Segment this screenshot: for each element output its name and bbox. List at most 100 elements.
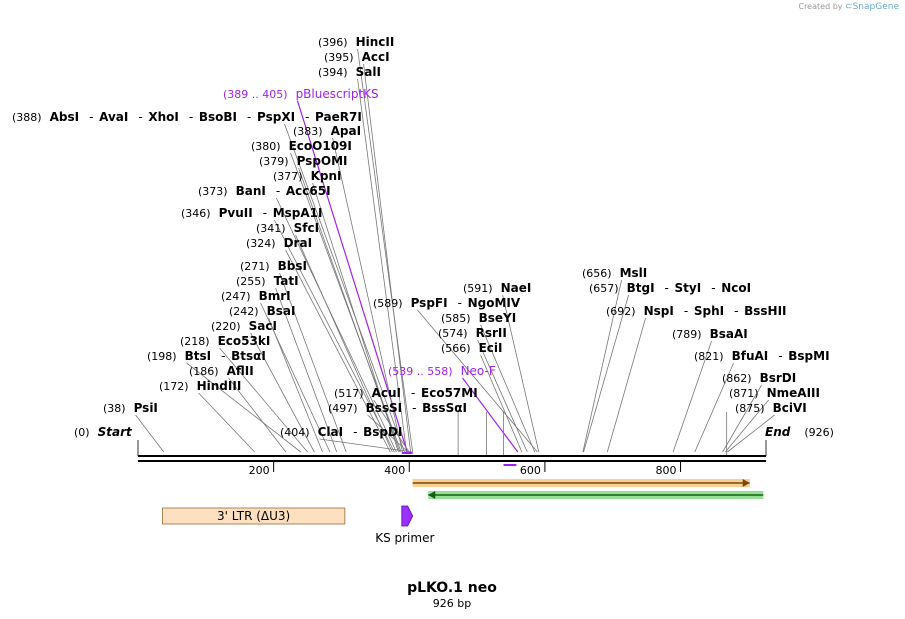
site-name: BspMI [788, 349, 829, 363]
site-position: (585) [441, 312, 471, 325]
feature-ks-primer[interactable] [401, 505, 414, 527]
site-label: (373) BanI - Acc65I [198, 184, 331, 198]
leader-line [363, 63, 412, 453]
orf-arrowhead-icon [742, 479, 750, 487]
site-label: (242) BsaI [229, 304, 295, 318]
credit-prefix: Created by [798, 2, 843, 11]
site-position: (692) [606, 305, 636, 318]
site-name: RsrII [476, 326, 507, 340]
site-name: SphI [694, 304, 724, 318]
site-position: (591) [463, 282, 493, 295]
leader-line [722, 384, 762, 453]
site-name: PaeR7I [315, 110, 362, 124]
site-position: (589) [373, 297, 403, 310]
site-name: PvuII [219, 206, 253, 220]
site-label: (271) BbsI [240, 259, 307, 273]
site-label: (821) BfuAI - BspMI [694, 349, 830, 363]
feature-ltr[interactable] [162, 507, 346, 525]
name-separator: - [734, 304, 738, 318]
site-label: (656) MslI [582, 266, 647, 280]
site-position: (574) [438, 327, 468, 340]
leader-line [296, 100, 408, 453]
site-name: PspOMI [297, 154, 348, 168]
leader-line [606, 317, 646, 453]
site-name: AccI [362, 50, 390, 64]
name-separator: - [411, 386, 415, 400]
site-position: (324) [246, 237, 276, 250]
site-label: (346) PvuII - MspA1I [181, 206, 322, 220]
name-separator: - [305, 110, 309, 124]
leader-line [367, 414, 409, 453]
site-name: End [765, 425, 791, 439]
site-position: (517) [334, 387, 364, 400]
site-position: (404) [280, 426, 310, 439]
site-name: Eco57MI [421, 386, 478, 400]
site-name: AvaI [99, 110, 128, 124]
ruler-ticks: 200 400 600 800 [249, 452, 682, 477]
site-name: NcoI [721, 281, 751, 295]
leader-line [477, 339, 528, 453]
leader-lines [135, 48, 775, 456]
leader-line [694, 362, 734, 453]
site-position: (497) [328, 402, 358, 415]
site-name: AcuI [372, 386, 401, 400]
site-name: BsoBI [199, 110, 237, 124]
site-name: Eco53kI [218, 334, 271, 348]
leader-line [480, 354, 523, 453]
site-label: (324) DraI [246, 236, 312, 250]
leader-line [480, 324, 536, 453]
site-label: End (926) [765, 425, 834, 439]
site-name: EcoO109I [289, 139, 352, 153]
site-position: (862) [722, 372, 752, 385]
snapgene-credit: Created by ⊂SnapGene [798, 2, 899, 12]
site-name: SfcI [294, 221, 319, 235]
ruler-tick-label: 800 [656, 464, 677, 477]
site-name: ClaI [318, 425, 343, 439]
site-name: DraI [284, 236, 312, 250]
name-separator: - [353, 425, 357, 439]
site-label: (871) NmeAIII [729, 386, 820, 400]
site-name: MslI [620, 266, 648, 280]
site-label: (692) NspI - SphI - BssHII [606, 304, 787, 318]
site-name: KpnI [311, 169, 342, 183]
feature-ks-primer-label: KS primer [375, 531, 434, 545]
site-position: (373) [198, 185, 228, 198]
site-name: Start [98, 425, 133, 439]
leader-line [273, 219, 395, 453]
name-separator: - [665, 281, 669, 295]
site-name: BspDI [363, 425, 402, 439]
site-name: AflII [227, 364, 254, 378]
site-label: (589) PspFI - NgoMIV [373, 296, 521, 310]
site-label: (566) EciI [441, 341, 502, 355]
name-separator: - [247, 110, 251, 124]
site-position: (821) [694, 350, 724, 363]
leader-line [502, 294, 540, 453]
site-name: SacI [249, 319, 277, 333]
site-label: (657) BtgI - StyI - NcoI [589, 281, 751, 295]
name-separator: - [189, 110, 193, 124]
leader-line [312, 182, 399, 453]
site-name: NgoMIV [468, 296, 521, 310]
name-separator: - [711, 281, 715, 295]
name-separator: - [458, 296, 462, 310]
name-separator: - [221, 349, 225, 363]
site-position: (380) [251, 140, 281, 153]
site-name: BsrDI [760, 371, 797, 385]
site-position: (198) [147, 350, 177, 363]
name-separator: - [89, 110, 93, 124]
site-position: (875) [735, 402, 765, 415]
site-name: StyI [675, 281, 702, 295]
leader-line [284, 123, 405, 453]
site-label: (875) BciVI [735, 401, 807, 415]
leader-line [332, 137, 403, 453]
leader-line [198, 392, 255, 453]
site-name: HindIII [197, 379, 242, 393]
site-name: XhoI [148, 110, 179, 124]
site-label: (341) SfcI [256, 221, 319, 235]
site-label: (585) BseYI [441, 311, 516, 325]
credit-brand: SnapGene [852, 2, 899, 12]
site-position: (789) [672, 328, 702, 341]
site-label: (396) HincII [318, 35, 394, 49]
site-position: (186) [189, 365, 219, 378]
